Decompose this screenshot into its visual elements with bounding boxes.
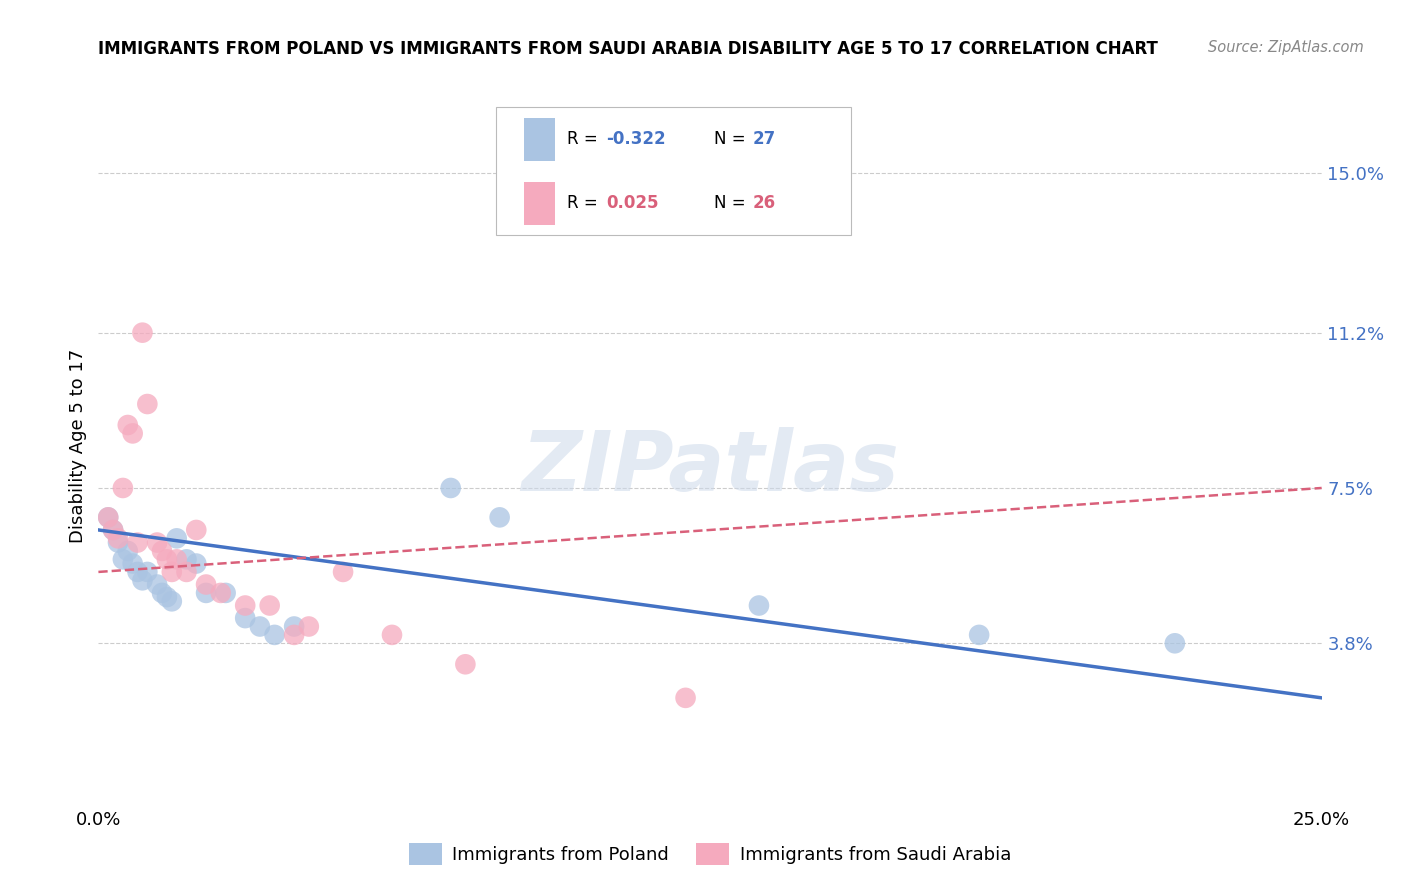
Point <box>166 552 188 566</box>
Point <box>117 417 139 432</box>
Point <box>748 599 770 613</box>
Point <box>488 510 510 524</box>
FancyBboxPatch shape <box>496 107 851 235</box>
Point <box>176 565 198 579</box>
FancyBboxPatch shape <box>524 182 555 225</box>
Point <box>381 628 404 642</box>
Legend: Immigrants from Poland, Immigrants from Saudi Arabia: Immigrants from Poland, Immigrants from … <box>402 836 1018 872</box>
Point <box>131 326 153 340</box>
Point <box>160 565 183 579</box>
Text: -0.322: -0.322 <box>606 130 665 148</box>
Point <box>233 599 256 613</box>
Point <box>150 586 173 600</box>
Point <box>136 397 159 411</box>
Point <box>111 552 134 566</box>
Point <box>440 481 463 495</box>
Point <box>186 523 208 537</box>
Point <box>97 510 120 524</box>
Text: R =: R = <box>567 130 598 148</box>
Point <box>127 565 149 579</box>
Point <box>117 544 139 558</box>
Text: IMMIGRANTS FROM POLAND VS IMMIGRANTS FROM SAUDI ARABIA DISABILITY AGE 5 TO 17 CO: IMMIGRANTS FROM POLAND VS IMMIGRANTS FRO… <box>98 40 1159 58</box>
Point <box>454 657 477 672</box>
Point <box>121 426 143 441</box>
FancyBboxPatch shape <box>524 118 555 161</box>
Point <box>195 586 218 600</box>
Point <box>283 628 305 642</box>
Point <box>214 586 236 600</box>
Point <box>101 523 124 537</box>
Point <box>249 619 271 633</box>
Point <box>176 552 198 566</box>
Point <box>146 535 169 549</box>
Point <box>209 586 232 600</box>
Point <box>107 532 129 546</box>
Text: Source: ZipAtlas.com: Source: ZipAtlas.com <box>1208 40 1364 55</box>
Point <box>127 535 149 549</box>
Point <box>675 690 697 705</box>
Point <box>298 619 321 633</box>
Point <box>233 611 256 625</box>
Point <box>1164 636 1187 650</box>
Point <box>156 552 179 566</box>
Point <box>121 557 143 571</box>
Text: 26: 26 <box>752 194 776 212</box>
Point <box>160 594 183 608</box>
Text: R =: R = <box>567 194 598 212</box>
Text: N =: N = <box>714 194 745 212</box>
Point <box>166 532 188 546</box>
Point <box>146 577 169 591</box>
Point <box>283 619 305 633</box>
Y-axis label: Disability Age 5 to 17: Disability Age 5 to 17 <box>69 349 87 543</box>
Point <box>332 565 354 579</box>
Text: 0.025: 0.025 <box>606 194 658 212</box>
Point <box>111 481 134 495</box>
Text: N =: N = <box>714 130 745 148</box>
Point <box>156 590 179 604</box>
Point <box>107 535 129 549</box>
Point <box>967 628 990 642</box>
Point <box>259 599 281 613</box>
Point <box>263 628 285 642</box>
Point <box>195 577 218 591</box>
Point <box>131 574 153 588</box>
Text: 27: 27 <box>752 130 776 148</box>
Point <box>97 510 120 524</box>
Point <box>136 565 159 579</box>
Text: ZIPatlas: ZIPatlas <box>522 427 898 508</box>
Point <box>186 557 208 571</box>
Point <box>101 523 124 537</box>
Point <box>150 544 173 558</box>
